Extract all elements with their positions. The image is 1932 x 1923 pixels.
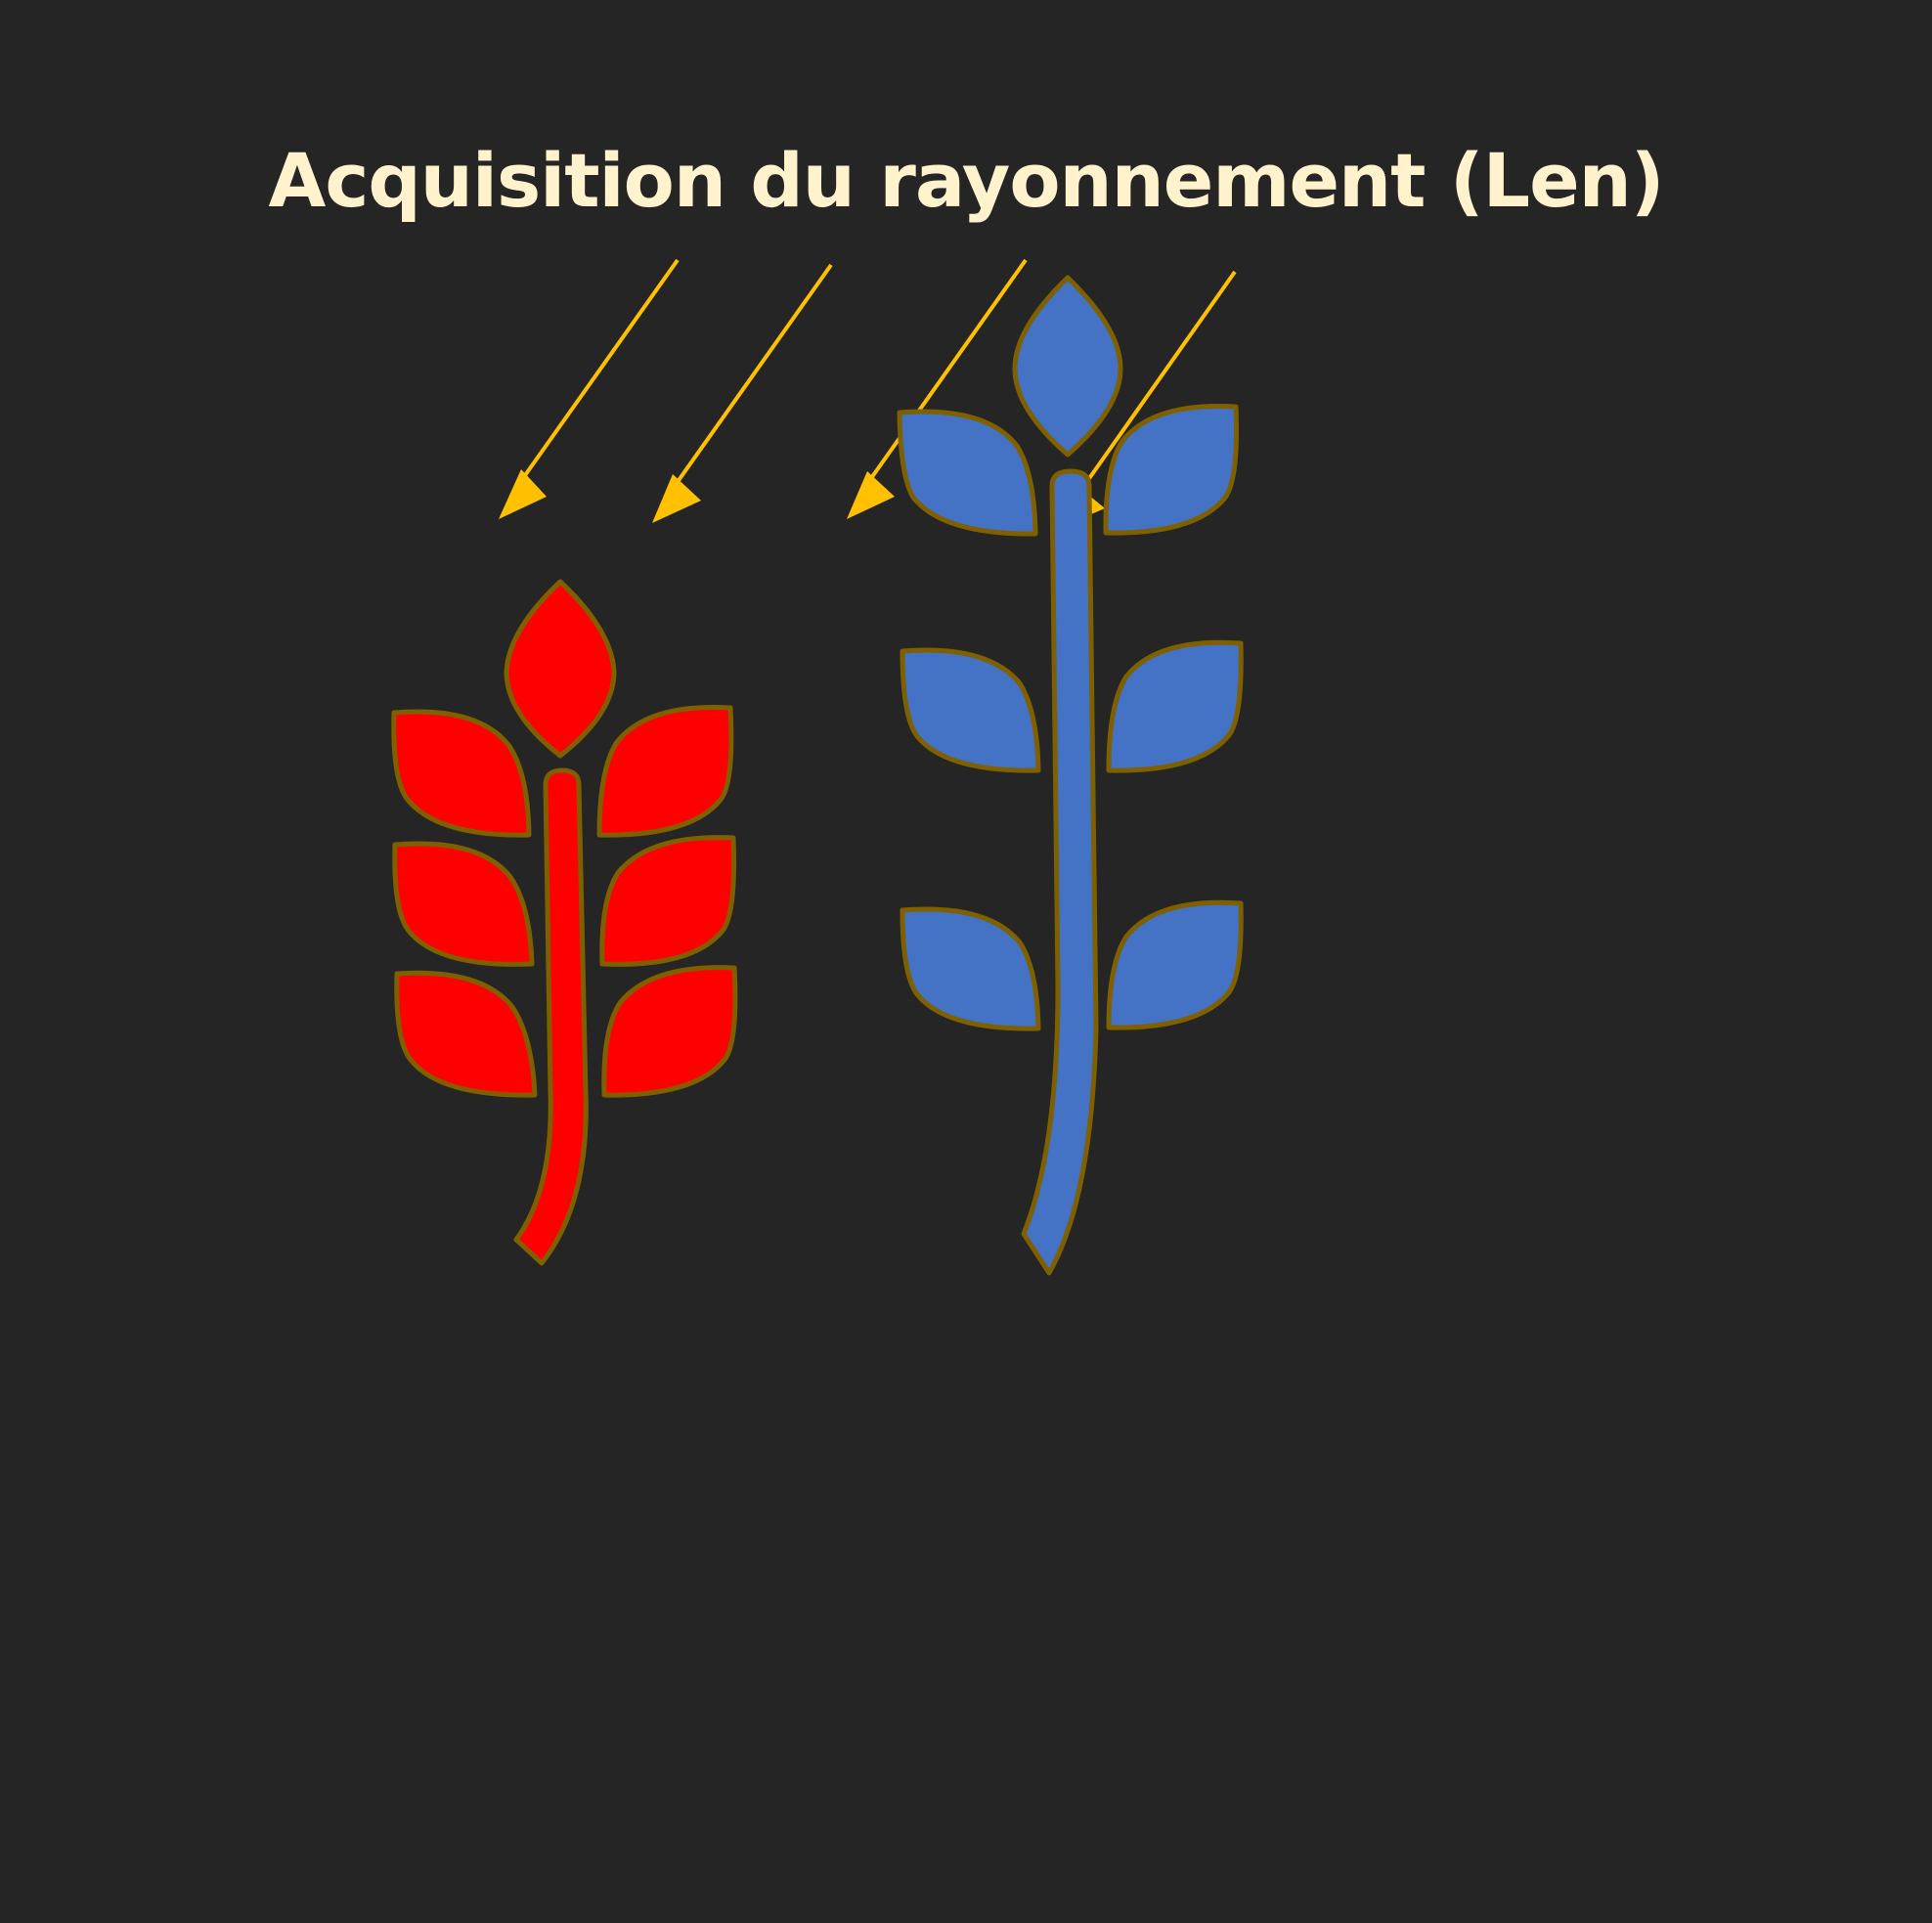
plant-right-leaf-l2	[900, 647, 1041, 773]
plant-left-leaf-l2	[392, 841, 535, 967]
radiation-arrow-3	[847, 258, 1028, 519]
plant-right-leaf-r3	[1106, 899, 1244, 1030]
plant-right-top-leaf	[1012, 275, 1123, 458]
plant-left-stem	[513, 767, 589, 1266]
diagram-title: Acquisition du rayonnement (Len)	[268, 137, 1665, 224]
plant-left-leaf-l1	[391, 709, 532, 838]
radiation-arrow-2	[652, 263, 833, 523]
plant-left-leaf-l3	[394, 970, 538, 1098]
plant-right-leaf-l3	[900, 906, 1041, 1031]
plant-right-blue	[897, 275, 1244, 1276]
plant-left-leaf-r1	[596, 704, 734, 838]
plant-right-leaf-l1	[897, 409, 1038, 537]
radiation-arrows	[499, 258, 1237, 529]
plant-left-top-leaf	[504, 579, 617, 759]
plant-right-leaf-r1	[1103, 403, 1240, 536]
plant-right-leaf-r2	[1106, 639, 1244, 773]
plant-left-leaf-r3	[601, 965, 738, 1098]
plant-left-red	[391, 579, 738, 1266]
plant-left-leaf-r2	[599, 835, 737, 967]
radiation-arrow-1	[499, 258, 680, 519]
plant-right-stem	[1021, 468, 1099, 1276]
